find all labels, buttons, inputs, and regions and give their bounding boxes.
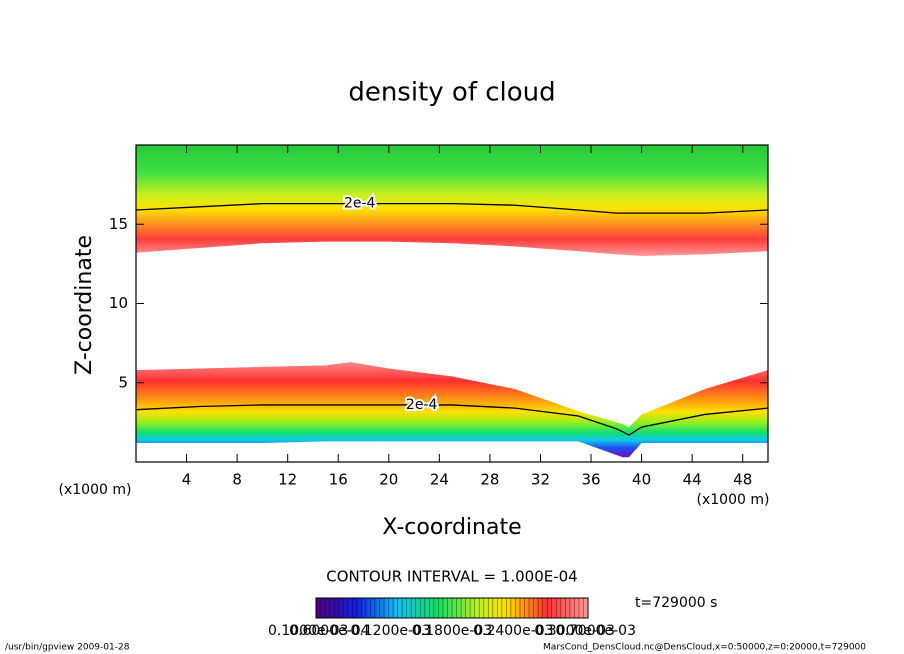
x-tick-label: 12 [278, 471, 297, 489]
colorbar-label: 0.2400e-03 [473, 623, 553, 639]
chart-title: density of cloud [348, 78, 555, 108]
colorbar-label: 0.1200e-03 [350, 623, 430, 639]
colorbar-label: 0.3000e-03 [534, 623, 614, 639]
contour-interval: CONTOUR INTERVAL = 1.000E-04 [326, 568, 577, 586]
filled-band [136, 145, 768, 256]
x-tick-label: 28 [480, 471, 499, 489]
colorbar-label: 0.6000e-04 [289, 623, 370, 639]
x-tick-label: 36 [581, 471, 600, 489]
x-tick-label: 48 [733, 471, 752, 489]
x-tick-label: 40 [632, 471, 651, 489]
contour-line [135, 202, 769, 214]
x-axis-label: X-coordinate [382, 515, 521, 540]
x-tick-label: 4 [182, 471, 192, 489]
x-tick-label: 16 [329, 471, 348, 489]
time-label: t=729000 s [635, 595, 717, 611]
x-tick-label: 8 [232, 471, 242, 489]
y-axis-label: Z-coordinate [72, 235, 97, 375]
footer-left: /usr/bin/gpview 2009-01-28 [5, 643, 130, 653]
footer-right: MarsCond_DensCloud.nc@DensCloud,x=0:5000… [543, 643, 866, 653]
x-tick-label: 20 [379, 471, 398, 489]
y-tick-label: 5 [118, 373, 128, 391]
contour-line [135, 404, 769, 436]
x-tick-label: 24 [430, 471, 449, 489]
filled-band [136, 362, 768, 458]
plot-area: 2e-4 2e-4 [135, 145, 769, 458]
y-tick-label: 15 [109, 215, 128, 233]
colorbar-lines [320, 598, 584, 618]
x-tick-label: 32 [531, 471, 550, 489]
x-unit-right: (x1000 m) [697, 492, 770, 508]
y-tick-label: 10 [109, 294, 128, 312]
colorbar-label: 0.1000e-03 [268, 623, 348, 639]
colorbar-label: 0.7000e-03 [556, 623, 636, 639]
contour-label: 2e-4 [344, 196, 376, 212]
x-unit-left: (x1000 m) [59, 482, 132, 498]
x-tick-label: 44 [683, 471, 702, 489]
colorbar-label: 0.1800e-03 [412, 623, 492, 639]
contour-label: 2e-4 [406, 397, 438, 413]
